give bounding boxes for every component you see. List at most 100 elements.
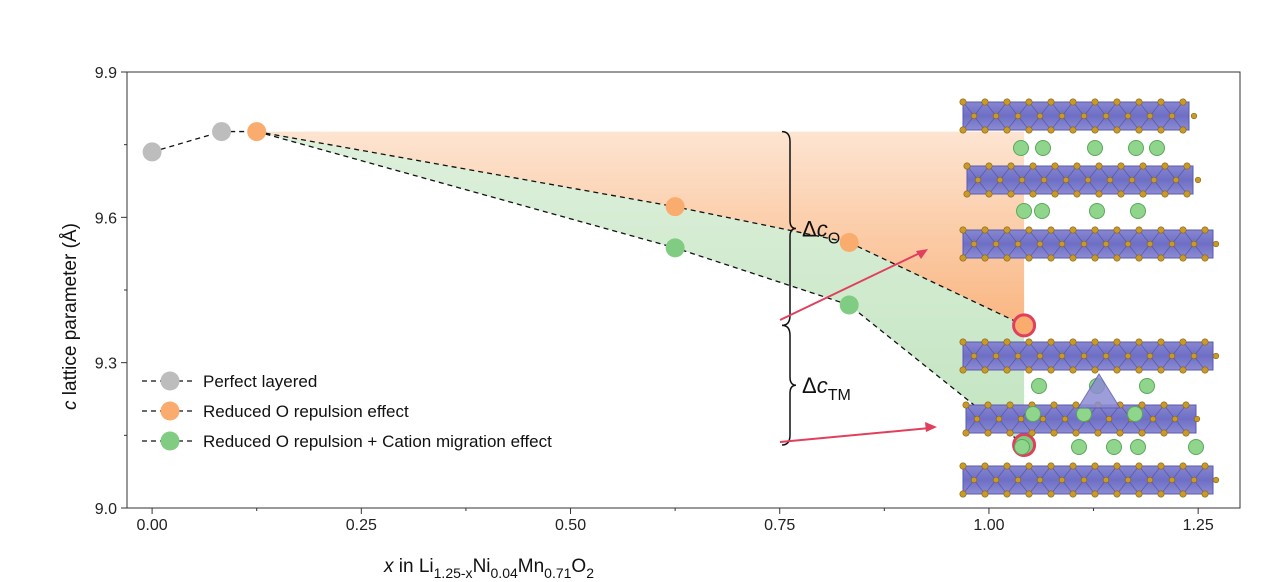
- oxygen-atom: [985, 162, 993, 170]
- oxygen-atom: [1193, 415, 1201, 423]
- oxygen-atom: [981, 226, 989, 234]
- oxygen-atom: [1025, 462, 1033, 470]
- oxygen-atom: [1201, 490, 1209, 498]
- highlight-ring: [1012, 433, 1037, 458]
- oxygen-atom: [1058, 352, 1066, 360]
- oxygen-atom: [1069, 338, 1077, 346]
- oxygen-atom: [981, 98, 989, 106]
- oxygen-atom: [963, 162, 971, 170]
- oxygen-atom: [1106, 176, 1114, 184]
- oxygen-atom: [1113, 254, 1121, 262]
- lithium-atom: [1013, 140, 1029, 156]
- oxygen-atom: [970, 112, 978, 120]
- oxygen-atom: [1014, 112, 1022, 120]
- oxygen-atom: [1028, 429, 1036, 437]
- oxygen-atom: [1113, 490, 1121, 498]
- oxygen-atom: [1025, 254, 1033, 262]
- lithium-atom: [1025, 406, 1041, 422]
- oxygen-atom: [1105, 415, 1113, 423]
- oxygen-atom: [995, 415, 1003, 423]
- oxygen-atom: [1091, 254, 1099, 262]
- oxygen-atom: [1190, 352, 1198, 360]
- oxygen-atom: [981, 462, 989, 470]
- lithium-atom: [1139, 378, 1155, 394]
- oxygen-atom: [1069, 254, 1077, 262]
- oxygen-atom: [1017, 415, 1025, 423]
- migrated-octahedron: [1077, 373, 1121, 409]
- oxygen-atom: [1025, 366, 1033, 374]
- oxygen-atom: [1135, 254, 1143, 262]
- oxygen-atom: [1102, 240, 1110, 248]
- oxygen-atom: [1171, 415, 1179, 423]
- lithium-atom: [1035, 140, 1051, 156]
- data-point: [142, 142, 162, 162]
- y-axis-title: c lattice parameter (Å): [60, 223, 81, 410]
- oxygen-atom: [1102, 352, 1110, 360]
- oxygen-atom: [1084, 176, 1092, 184]
- lithium-atom: [1106, 439, 1122, 455]
- oxygen-atom: [1029, 190, 1037, 198]
- oxygen-atom: [1190, 240, 1198, 248]
- x-tick-label: 1.25: [1183, 517, 1214, 534]
- oxygen-atom: [1212, 240, 1220, 248]
- lithium-atom: [1149, 140, 1165, 156]
- oxygen-atom: [1047, 98, 1055, 106]
- oxygen-atom: [1135, 490, 1143, 498]
- oxygen-atom: [1014, 240, 1022, 248]
- oxygen-atom: [1061, 415, 1069, 423]
- oxygen-atom: [1201, 226, 1209, 234]
- x-tick-label: 0.50: [555, 517, 586, 534]
- oxygen-atom: [1117, 162, 1125, 170]
- oxygen-atom: [1190, 112, 1198, 120]
- oxygen-atom: [962, 429, 970, 437]
- legend-label: Reduced O repulsion effect: [203, 402, 409, 421]
- oxygen-atom: [1183, 190, 1191, 198]
- oxygen-atom: [1113, 366, 1121, 374]
- oxygen-atom: [1160, 429, 1168, 437]
- oxygen-atom: [1161, 162, 1169, 170]
- oxygen-atom: [1172, 176, 1180, 184]
- bracket-label: ΔcO: [802, 216, 840, 247]
- oxygen-atom: [1047, 366, 1055, 374]
- arrow-to-lower-structure: [779, 422, 937, 443]
- oxygen-atom: [1091, 462, 1099, 470]
- lithium-atom: [1014, 439, 1030, 455]
- oxygen-atom: [1124, 352, 1132, 360]
- oxygen-atom: [1179, 254, 1187, 262]
- layered-structure-illustration: [959, 98, 1220, 262]
- data-point: [839, 233, 859, 253]
- oxygen-atom: [1036, 240, 1044, 248]
- oxygen-atom: [1072, 401, 1080, 409]
- oxygen-atom: [1113, 338, 1121, 346]
- oxygen-atom: [1006, 429, 1014, 437]
- oxygen-atom: [1160, 401, 1168, 409]
- oxygen-atom: [970, 240, 978, 248]
- oxygen-atom: [1135, 226, 1143, 234]
- oxygen-atom: [1157, 226, 1165, 234]
- oxygen-atom: [1102, 112, 1110, 120]
- y-axis-ticks: 9.0 9.3 9.6 9.9: [95, 65, 127, 518]
- oxygen-atom: [1212, 352, 1220, 360]
- data-point: [247, 122, 267, 142]
- migrated-structure-illustration: [959, 338, 1220, 498]
- oxygen-atom: [1025, 126, 1033, 134]
- oxygen-atom: [1194, 176, 1202, 184]
- oxygen-atom: [1073, 162, 1081, 170]
- oxygen-atom: [1047, 462, 1055, 470]
- oxygen-atom: [1157, 254, 1165, 262]
- oxygen-atom: [992, 240, 1000, 248]
- oxygen-atom: [1069, 226, 1077, 234]
- orange-fill-region: [256, 131, 1025, 326]
- oxygen-atom: [1091, 98, 1099, 106]
- oxygen-atom: [1113, 226, 1121, 234]
- oxygen-atom: [1003, 338, 1011, 346]
- oxygen-atom: [1168, 240, 1176, 248]
- octahedral-layer: [962, 341, 1214, 371]
- bracket-label: ΔcTM: [802, 373, 851, 404]
- oxygen-atom: [992, 352, 1000, 360]
- oxygen-atom: [1201, 366, 1209, 374]
- oxygen-atom: [1150, 176, 1158, 184]
- legend-label: Reduced O repulsion + Cation migration e…: [203, 432, 552, 451]
- oxygen-atom: [1036, 476, 1044, 484]
